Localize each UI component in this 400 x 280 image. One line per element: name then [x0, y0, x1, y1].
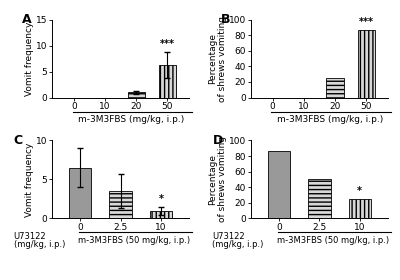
Bar — [326, 78, 344, 97]
Y-axis label: Percentage
of shrews vomiting: Percentage of shrews vomiting — [208, 136, 227, 222]
Text: ***: *** — [359, 17, 374, 27]
Text: C: C — [14, 134, 23, 147]
Text: B: B — [221, 13, 230, 26]
Bar — [110, 191, 132, 218]
Text: U73122: U73122 — [212, 232, 245, 241]
Text: m-3M3FBS (mg/kg, i.p.): m-3M3FBS (mg/kg, i.p.) — [277, 115, 384, 124]
Bar — [69, 168, 91, 218]
Bar — [150, 211, 172, 218]
Bar — [268, 151, 290, 218]
Text: A: A — [22, 13, 32, 26]
Bar — [159, 65, 176, 97]
Text: m-3M3FBS (50 mg/kg, i.p.): m-3M3FBS (50 mg/kg, i.p.) — [78, 235, 190, 244]
Bar — [349, 199, 371, 218]
Text: U73122: U73122 — [14, 232, 46, 241]
Text: m-3M3FBS (50 mg/kg, i.p.): m-3M3FBS (50 mg/kg, i.p.) — [277, 235, 389, 244]
Text: (mg/kg, i.p.): (mg/kg, i.p.) — [212, 240, 264, 249]
Y-axis label: Vomit frequency: Vomit frequency — [25, 21, 34, 96]
Y-axis label: Percentage
of shrews vomiting: Percentage of shrews vomiting — [208, 16, 227, 102]
Text: D: D — [212, 134, 223, 147]
Text: *: * — [158, 193, 164, 204]
Text: ***: *** — [160, 39, 175, 49]
Bar — [308, 179, 330, 218]
Bar — [128, 92, 145, 97]
Text: *: * — [357, 186, 362, 196]
Y-axis label: Vomit frequency: Vomit frequency — [25, 142, 34, 217]
Text: m-3M3FBS (mg/kg, i.p.): m-3M3FBS (mg/kg, i.p.) — [78, 115, 185, 124]
Bar — [358, 30, 375, 97]
Text: (mg/kg, i.p.): (mg/kg, i.p.) — [14, 240, 65, 249]
